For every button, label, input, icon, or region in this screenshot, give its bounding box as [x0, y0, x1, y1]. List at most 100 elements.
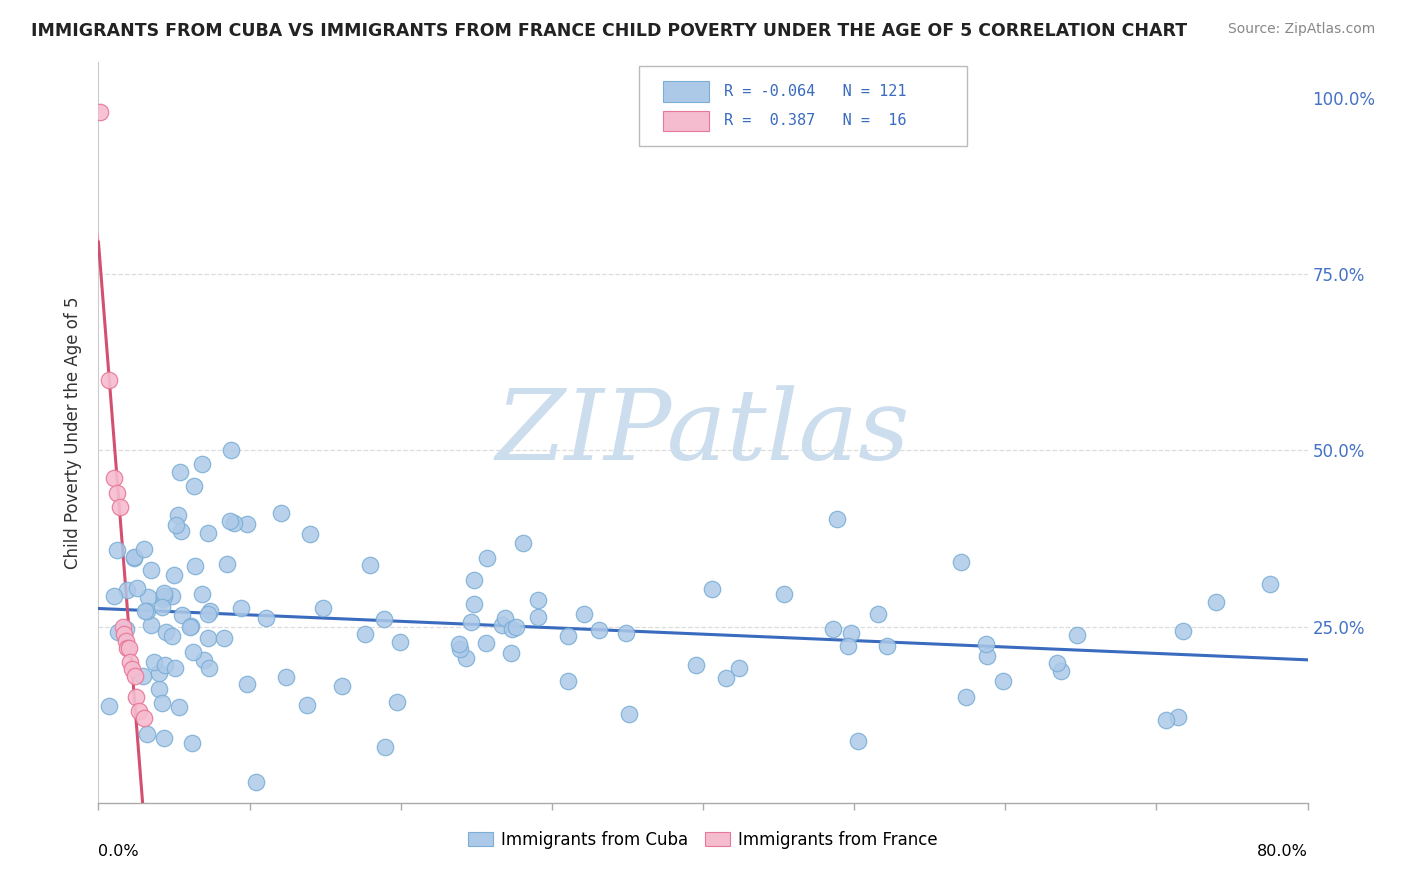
Point	[557, 630, 579, 644]
Point	[193, 653, 215, 667]
Point	[494, 611, 516, 625]
Point	[505, 620, 527, 634]
Point	[297, 698, 319, 712]
Point	[105, 543, 128, 558]
Point	[198, 661, 221, 675]
Point	[235, 516, 257, 531]
Point	[212, 631, 235, 645]
Point	[160, 628, 183, 642]
Point	[98, 373, 121, 387]
Point	[200, 604, 222, 618]
Point	[160, 589, 183, 603]
Point	[330, 679, 353, 693]
Text: R = -0.064   N = 121: R = -0.064 N = 121	[724, 84, 905, 99]
Point	[112, 626, 135, 640]
Point	[135, 727, 157, 741]
Point	[152, 731, 174, 746]
Point	[374, 740, 396, 755]
Point	[1066, 628, 1088, 642]
Point	[111, 619, 134, 633]
Point	[103, 589, 125, 603]
Point	[474, 636, 496, 650]
Point	[107, 624, 129, 639]
Point	[976, 648, 998, 663]
Point	[120, 655, 142, 669]
Point	[449, 642, 471, 657]
Point	[134, 604, 156, 618]
Text: ZIPatlas: ZIPatlas	[496, 385, 910, 480]
Point	[183, 478, 205, 492]
Point	[141, 618, 163, 632]
Point	[155, 625, 177, 640]
Point	[298, 526, 321, 541]
Text: Source: ZipAtlas.com: Source: ZipAtlas.com	[1227, 22, 1375, 37]
Point	[866, 607, 889, 622]
Point	[526, 593, 548, 607]
Point	[170, 524, 193, 538]
Point	[727, 661, 749, 675]
Point	[165, 517, 187, 532]
Point	[846, 734, 869, 748]
Point	[148, 681, 170, 696]
Point	[572, 607, 595, 622]
Text: 80.0%: 80.0%	[1257, 844, 1308, 858]
Point	[222, 516, 245, 530]
Point	[823, 622, 845, 636]
Point	[191, 587, 214, 601]
Point	[150, 696, 173, 710]
Point	[89, 104, 111, 119]
Point	[312, 600, 335, 615]
Point	[197, 526, 219, 541]
Point	[197, 607, 219, 621]
Point	[215, 557, 238, 571]
Point	[118, 640, 141, 655]
Point	[127, 581, 149, 595]
Point	[353, 627, 375, 641]
Point	[463, 574, 485, 588]
Point	[557, 673, 579, 688]
Point	[1205, 594, 1227, 608]
Point	[97, 698, 120, 713]
Point	[976, 637, 998, 651]
Point	[115, 582, 138, 597]
Point	[141, 563, 163, 577]
Point	[837, 640, 859, 654]
Point	[153, 658, 176, 673]
Point	[876, 639, 898, 653]
Point	[125, 690, 148, 704]
Point	[254, 610, 277, 624]
Point	[512, 536, 534, 550]
Point	[702, 582, 724, 596]
Point	[105, 485, 128, 500]
FancyBboxPatch shape	[638, 66, 966, 146]
Point	[245, 774, 267, 789]
Point	[949, 555, 972, 569]
Point	[955, 690, 977, 704]
Point	[614, 626, 637, 640]
Point	[197, 631, 219, 645]
Point	[121, 662, 143, 676]
Point	[270, 506, 292, 520]
Point	[1171, 624, 1194, 638]
Point	[385, 695, 408, 709]
Point	[136, 604, 159, 618]
Point	[714, 671, 737, 685]
Y-axis label: Child Poverty Under the Age of 5: Child Poverty Under the Age of 5	[65, 296, 83, 569]
Point	[1167, 710, 1189, 724]
Point	[685, 657, 707, 672]
Point	[454, 650, 477, 665]
Point	[122, 550, 145, 565]
Text: IMMIGRANTS FROM CUBA VS IMMIGRANTS FROM FRANCE CHILD POVERTY UNDER THE AGE OF 5 : IMMIGRANTS FROM CUBA VS IMMIGRANTS FROM …	[31, 22, 1187, 40]
Bar	[664, 111, 709, 131]
Point	[169, 465, 191, 479]
Point	[180, 619, 202, 633]
Point	[163, 568, 186, 582]
Point	[527, 609, 550, 624]
Bar	[664, 81, 709, 102]
Point	[184, 558, 207, 573]
Point	[447, 637, 470, 651]
Point	[152, 592, 174, 607]
Point	[231, 601, 253, 615]
Point	[191, 458, 214, 472]
Point	[115, 622, 138, 636]
